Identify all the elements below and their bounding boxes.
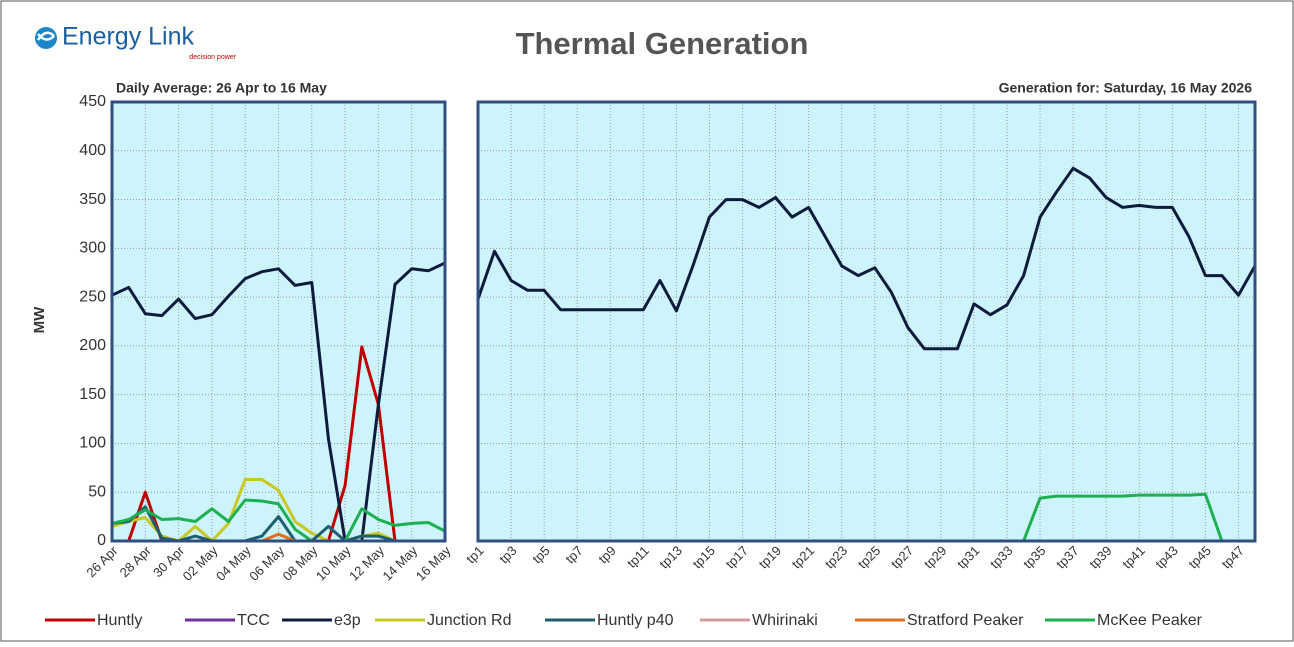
legend-label: McKee Peaker: [1097, 612, 1203, 629]
y-tick-label: 350: [79, 191, 106, 208]
logo-icon: [35, 27, 57, 49]
y-axis-label: MW: [31, 306, 48, 333]
plot-area: [478, 102, 1255, 541]
panel-subtitle: Generation for: Saturday, 16 May 2026: [999, 80, 1253, 96]
legend-label: Stratford Peaker: [907, 612, 1024, 629]
y-tick-label: 0: [97, 532, 106, 549]
series-line: [111, 505, 445, 543]
legend-label: Huntly: [97, 612, 142, 629]
legend-label: Whirinaki: [752, 612, 818, 629]
legend-label: e3p: [334, 612, 361, 629]
y-tick-label: 300: [79, 240, 106, 257]
y-tick-label: 450: [79, 93, 106, 110]
y-tick-label: 50: [88, 483, 106, 500]
panel-subtitle: Daily Average: 26 Apr to 16 May: [116, 80, 327, 96]
plot-border: [476, 100, 1257, 543]
y-tick-label: 150: [79, 386, 106, 403]
tagline: decision power: [189, 54, 236, 61]
y-tick-label: 100: [79, 435, 106, 452]
logo: Energy Link: [62, 23, 195, 51]
chart-title: Thermal Generation: [516, 26, 809, 61]
series-line: [111, 498, 446, 543]
series-line: [476, 166, 1257, 351]
legend-label: TCC: [237, 612, 270, 629]
y-tick-label: 200: [79, 337, 106, 354]
legend-label: Junction Rd: [427, 612, 512, 629]
plot-border: [110, 100, 447, 543]
y-tick-label: 400: [79, 142, 106, 159]
legend-label: Huntly p40: [597, 612, 674, 629]
logo-swirl: [36, 31, 55, 41]
y-tick-label: 250: [79, 288, 106, 305]
series-line: [111, 261, 446, 543]
